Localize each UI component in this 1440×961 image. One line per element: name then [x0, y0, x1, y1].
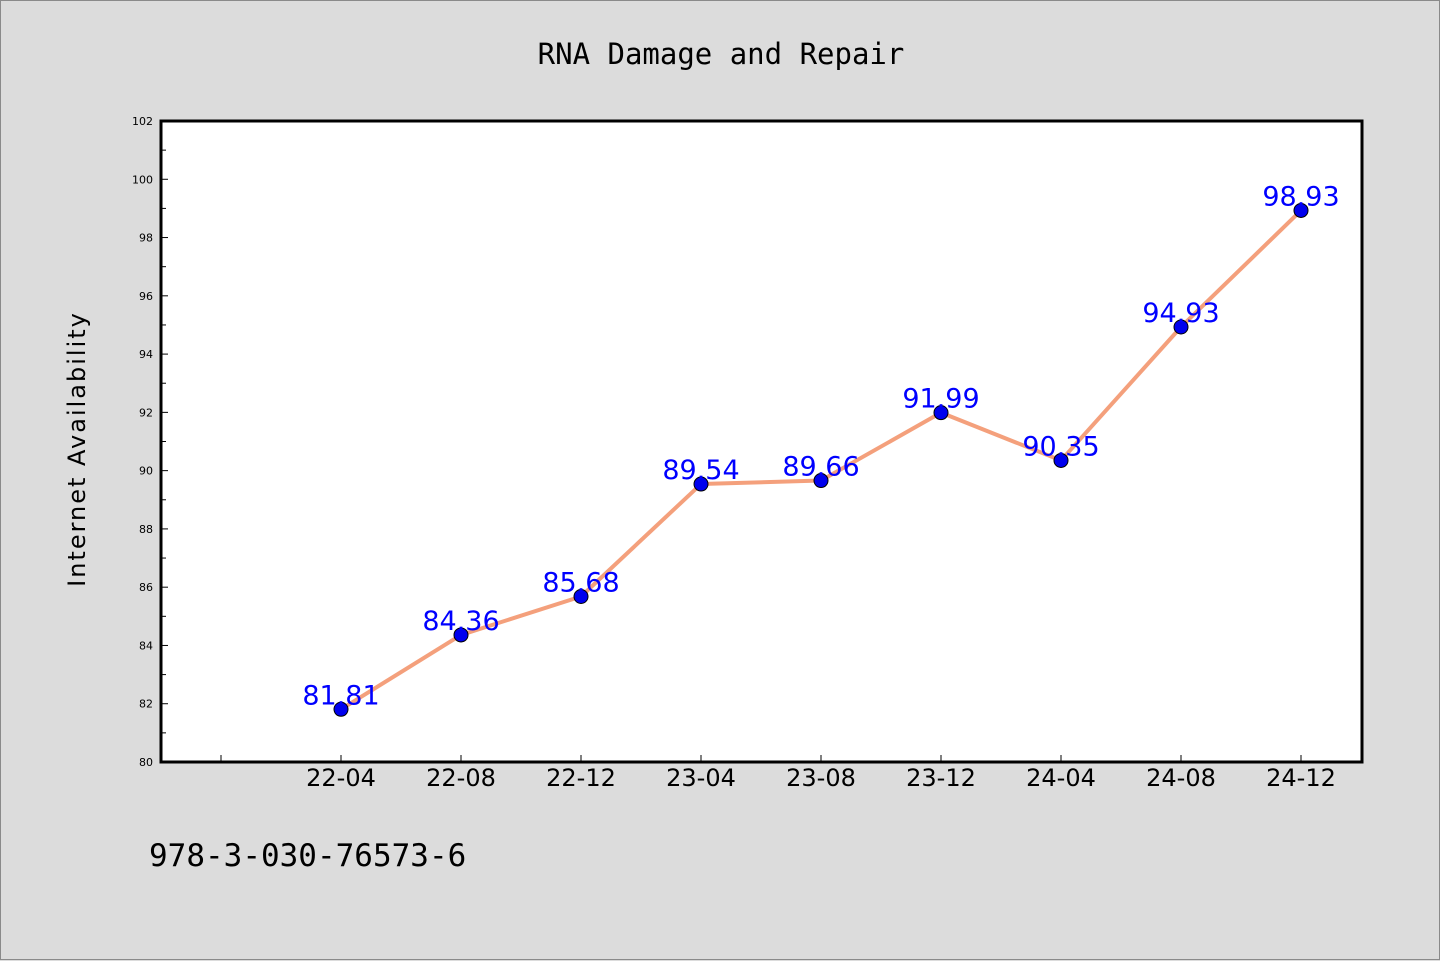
- data-point: [693, 476, 709, 492]
- data-point: [1173, 319, 1189, 335]
- x-tick-label: 23-08: [786, 764, 856, 792]
- y-tick-label: 96: [139, 290, 153, 303]
- data-label: 98.93: [1262, 181, 1339, 212]
- data-label: 84.36: [422, 606, 499, 637]
- x-tick-label: 24-12: [1266, 764, 1336, 792]
- y-tick-label: 102: [132, 115, 153, 128]
- x-tick-label: 22-08: [426, 764, 496, 792]
- x-tick-label: 23-04: [666, 764, 736, 792]
- data-label: 90.35: [1022, 431, 1099, 462]
- y-tick-label: 92: [139, 406, 153, 419]
- data-point: [573, 589, 589, 605]
- y-axis: 80 82 84 86 88 90 92 94 96 98 100 102: [132, 115, 168, 769]
- x-tick-label: 23-12: [906, 764, 976, 792]
- x-tick-label: 22-04: [306, 764, 376, 792]
- y-tick-label: 100: [132, 173, 153, 186]
- y-tick-label: 80: [139, 756, 153, 769]
- y-tick-label: 94: [139, 348, 153, 361]
- y-axis-label: Internet Availability: [63, 311, 91, 587]
- data-point: [453, 627, 469, 643]
- chart-title: RNA Damage and Repair: [538, 37, 905, 71]
- y-tick-label: 98: [139, 232, 153, 245]
- data-label: 81.81: [302, 680, 379, 711]
- x-tick-label: 22-12: [546, 764, 616, 792]
- data-label: 89.54: [662, 455, 739, 486]
- data-point: [333, 701, 349, 717]
- y-tick-label: 86: [139, 581, 153, 594]
- data-label: 94.93: [1142, 298, 1219, 329]
- data-point: [813, 473, 829, 489]
- data-point: [1293, 202, 1309, 218]
- series-layer: 81.81 84.36 85.68 89.54 89.66 91.99 90.35 94.93…: [302, 181, 1340, 717]
- data-point: [1053, 452, 1069, 468]
- footer-identifier: 978-3-030-76573-6: [149, 838, 466, 874]
- y-tick-label: 90: [139, 465, 153, 478]
- x-axis: 22-04 22-08 22-12 23-04 23-08 23-12 24-04 24-08…: [220, 755, 1336, 792]
- data-label: 91.99: [902, 384, 979, 415]
- data-point: [933, 405, 949, 421]
- data-label: 89.66: [782, 452, 859, 483]
- data-label: 85.68: [542, 568, 619, 599]
- x-tick-label: 24-08: [1146, 764, 1216, 792]
- x-tick-label: 24-04: [1026, 764, 1096, 792]
- y-tick-label: 88: [139, 523, 153, 536]
- y-tick-label: 82: [139, 698, 153, 711]
- y-tick-label: 84: [139, 639, 153, 652]
- plot-area: [159, 119, 1364, 764]
